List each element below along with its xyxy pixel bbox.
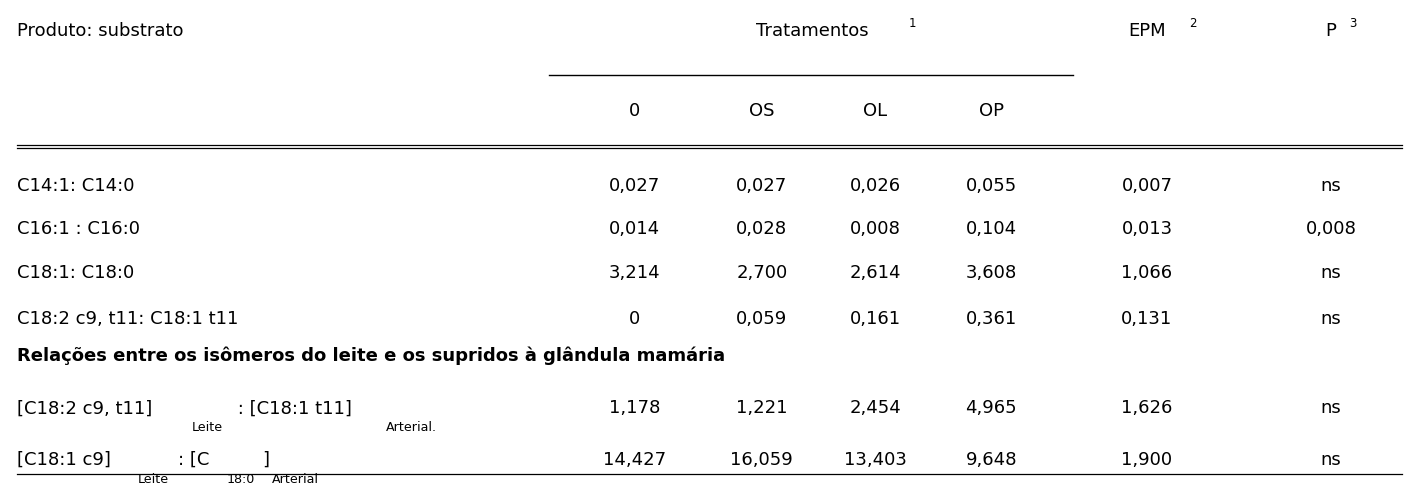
Text: C18:2 c9, t11: C18:1 t11: C18:2 c9, t11: C18:1 t11 xyxy=(17,310,238,328)
Text: 0,013: 0,013 xyxy=(1121,220,1172,238)
Text: Produto: substrato: Produto: substrato xyxy=(17,22,184,40)
Text: 2: 2 xyxy=(1189,17,1197,30)
Text: ]: ] xyxy=(262,451,269,469)
Text: P: P xyxy=(1325,22,1337,40)
Text: C16:1 : C16:0: C16:1 : C16:0 xyxy=(17,220,140,238)
Text: ns: ns xyxy=(1321,451,1341,469)
Text: 14,427: 14,427 xyxy=(603,451,666,469)
Text: 9,648: 9,648 xyxy=(966,451,1017,469)
Text: ns: ns xyxy=(1321,264,1341,282)
Text: 1,066: 1,066 xyxy=(1121,264,1172,282)
Text: OS: OS xyxy=(749,102,775,120)
Text: ns: ns xyxy=(1321,310,1341,328)
Text: Tratamentos: Tratamentos xyxy=(756,22,869,40)
Text: 0,027: 0,027 xyxy=(609,177,660,195)
Text: 0: 0 xyxy=(629,310,640,328)
Text: 3,214: 3,214 xyxy=(609,264,660,282)
Text: 0,028: 0,028 xyxy=(736,220,787,238)
Text: 3: 3 xyxy=(1349,17,1357,30)
Text: 0,008: 0,008 xyxy=(1306,220,1357,238)
Text: 2,454: 2,454 xyxy=(850,399,901,417)
Text: 3,608: 3,608 xyxy=(966,264,1017,282)
Text: 1,221: 1,221 xyxy=(736,399,787,417)
Text: 0,055: 0,055 xyxy=(966,177,1017,195)
Text: 2,614: 2,614 xyxy=(850,264,901,282)
Text: 16,059: 16,059 xyxy=(731,451,793,469)
Text: Leite: Leite xyxy=(139,473,170,484)
Text: [C18:2 c9, t11]: [C18:2 c9, t11] xyxy=(17,399,153,417)
Text: ns: ns xyxy=(1321,177,1341,195)
Text: [C18:1 c9]: [C18:1 c9] xyxy=(17,451,110,469)
Text: 0,026: 0,026 xyxy=(850,177,901,195)
Text: 1,178: 1,178 xyxy=(609,399,660,417)
Text: 0,008: 0,008 xyxy=(850,220,901,238)
Text: Relações entre os isômeros do leite e os supridos à glândula mamária: Relações entre os isômeros do leite e os… xyxy=(17,346,725,364)
Text: 0,104: 0,104 xyxy=(966,220,1017,238)
Text: 0,131: 0,131 xyxy=(1121,310,1172,328)
Text: 1: 1 xyxy=(909,17,916,30)
Text: OL: OL xyxy=(862,102,888,120)
Text: : [C: : [C xyxy=(178,451,215,469)
Text: 1,900: 1,900 xyxy=(1121,451,1172,469)
Text: OP: OP xyxy=(978,102,1004,120)
Text: Arterial.: Arterial. xyxy=(387,421,438,434)
Text: 1,626: 1,626 xyxy=(1121,399,1172,417)
Text: Arterial: Arterial xyxy=(272,473,319,484)
Text: 0,007: 0,007 xyxy=(1121,177,1172,195)
Text: 0,161: 0,161 xyxy=(850,310,901,328)
Text: Leite: Leite xyxy=(191,421,222,434)
Text: C14:1: C14:0: C14:1: C14:0 xyxy=(17,177,135,195)
Text: 13,403: 13,403 xyxy=(844,451,906,469)
Text: 0,014: 0,014 xyxy=(609,220,660,238)
Text: 4,965: 4,965 xyxy=(966,399,1017,417)
Text: 0,059: 0,059 xyxy=(736,310,787,328)
Text: : [C18:1 t11]: : [C18:1 t11] xyxy=(232,399,351,417)
Text: C18:1: C18:0: C18:1: C18:0 xyxy=(17,264,135,282)
Text: 2,700: 2,700 xyxy=(736,264,787,282)
Text: ns: ns xyxy=(1321,399,1341,417)
Text: 0: 0 xyxy=(629,102,640,120)
Text: 18:0: 18:0 xyxy=(227,473,255,484)
Text: EPM: EPM xyxy=(1129,22,1165,40)
Text: 0,027: 0,027 xyxy=(736,177,787,195)
Text: 0,361: 0,361 xyxy=(966,310,1017,328)
